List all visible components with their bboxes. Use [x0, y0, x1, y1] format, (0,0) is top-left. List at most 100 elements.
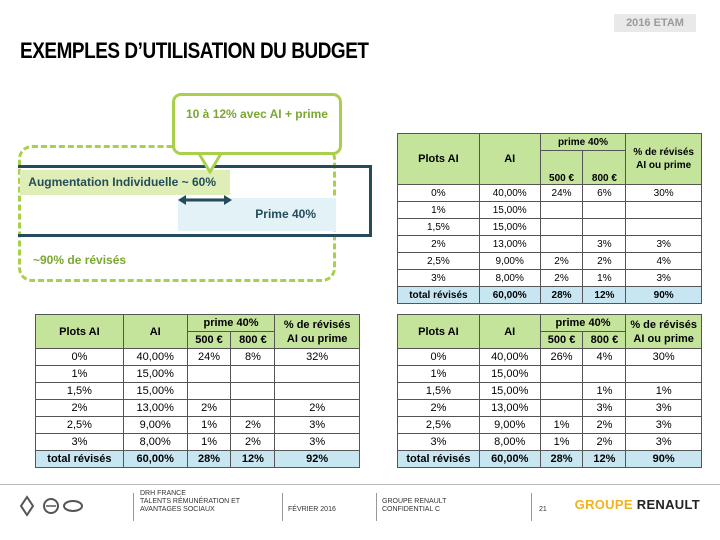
ai-cell: 40,00%	[478, 348, 541, 366]
plot-cell: 1%	[397, 201, 480, 219]
header-plots: Plots AI	[35, 314, 124, 349]
ai-cell: 15,00%	[478, 365, 541, 383]
header-plots: Plots AI	[397, 133, 480, 185]
revises-cell	[274, 382, 360, 400]
p800-cell: 2%	[230, 416, 276, 434]
dept-line-2: TALENTS RÉMUNÉRATION ET	[140, 498, 241, 505]
plot-cell: 2,5%	[397, 416, 480, 434]
footer-department: DRH FRANCE TALENTS RÉMUNÉRATION ET AVANT…	[140, 490, 240, 514]
total-label: total révisés	[35, 450, 124, 468]
budget-frame	[18, 165, 372, 237]
header-800: 800 €	[582, 150, 627, 185]
table-row: 2% 13,00% 3% 3%	[397, 235, 702, 253]
total-p800: 12%	[230, 450, 276, 468]
p500-cell: 24%	[539, 184, 584, 202]
revises-cell: 3%	[274, 433, 360, 451]
total-label: total révisés	[397, 450, 480, 468]
ai-bar: Augmentation Individuelle ~ 60%	[20, 170, 230, 195]
footer-date: FÉVRIER 2016	[288, 506, 336, 513]
total-revises: 90%	[625, 286, 702, 304]
p500-cell: 1%	[186, 416, 232, 434]
revises-cell: 4%	[625, 252, 702, 270]
brand-word-2: RENAULT	[636, 497, 700, 512]
ai-cell: 15,00%	[478, 382, 541, 400]
total-row: total révisés 60,00% 28% 12% 92%	[35, 450, 360, 468]
year-tag: 2016 ETAM	[614, 14, 696, 32]
plot-cell: 0%	[397, 184, 480, 202]
p800-cell: 2%	[582, 252, 627, 270]
group-line-2: CONFIDENTIAL C	[382, 506, 441, 513]
total-ai: 60,00%	[478, 450, 541, 468]
revises-cell	[625, 201, 702, 219]
p500-cell: 24%	[186, 348, 232, 366]
p500-cell: 1%	[539, 416, 584, 434]
ai-cell: 9,00%	[122, 416, 188, 434]
plot-cell: 1,5%	[397, 382, 480, 400]
p800-cell	[582, 365, 627, 383]
table-row: 2,5% 9,00% 1% 2% 3%	[35, 416, 360, 434]
total-revises: 92%	[274, 450, 360, 468]
ai-cell: 8,00%	[478, 269, 541, 287]
header-800: 800 €	[230, 331, 276, 349]
plot-cell: 2,5%	[397, 252, 480, 270]
p500-cell: 2%	[539, 252, 584, 270]
brand-word-1: GROUPE	[574, 497, 633, 512]
table-row: 2,5% 9,00% 1% 2% 3%	[397, 416, 702, 434]
ai-cell: 8,00%	[478, 433, 541, 451]
table-row: 0% 40,00% 24% 6% 30%	[397, 184, 702, 202]
plot-cell: 3%	[35, 433, 124, 451]
table-row: 0% 40,00% 24% 8% 32%	[35, 348, 360, 366]
double-arrow-icon	[178, 195, 232, 205]
footer-group: GROUPE RENAULT CONFIDENTIAL C	[382, 498, 446, 514]
p800-cell: 3%	[582, 235, 627, 253]
revises-cell: 1%	[625, 382, 702, 400]
plot-cell: 2,5%	[35, 416, 124, 434]
table-row: 1,5% 15,00% 1% 1%	[397, 382, 702, 400]
revises-cell: 3%	[625, 399, 702, 417]
budget-table-2: Plots AI AI prime 40% % de révisés AI ou…	[35, 314, 360, 468]
plot-cell: 3%	[397, 433, 480, 451]
ai-cell: 9,00%	[478, 416, 541, 434]
revises-cell: 3%	[625, 235, 702, 253]
p800-cell: 4%	[582, 348, 627, 366]
ai-cell: 8,00%	[122, 433, 188, 451]
plot-cell: 1%	[35, 365, 124, 383]
page-title: EXEMPLES D’UTILISATION DU BUDGET	[20, 38, 369, 63]
plot-cell: 1%	[397, 365, 480, 383]
p500-cell: 2%	[539, 269, 584, 287]
p800-cell: 8%	[230, 348, 276, 366]
table-row: 2% 13,00% 3% 3%	[397, 399, 702, 417]
p800-cell: 2%	[582, 433, 627, 451]
table-row: 1,5% 15,00%	[397, 218, 702, 236]
p500-cell	[539, 235, 584, 253]
total-row: total révisés 60,00% 28% 12% 90%	[397, 450, 702, 468]
revises-cell	[625, 365, 702, 383]
header-ai: AI	[478, 314, 541, 349]
ai-cell: 40,00%	[122, 348, 188, 366]
budget-table-3: Plots AI AI prime 40% % de révisés AI ou…	[397, 314, 702, 468]
revises-cell	[274, 365, 360, 383]
p800-cell	[230, 382, 276, 400]
table-row: 3% 8,00% 1% 2% 3%	[35, 433, 360, 451]
p500-cell	[539, 399, 584, 417]
callout-bubble: 10 à 12% avec AI + prime	[172, 93, 342, 155]
plot-cell: 2%	[397, 399, 480, 417]
revises-cell: 3%	[274, 416, 360, 434]
total-label: total révisés	[397, 286, 480, 304]
plot-cell: 3%	[397, 269, 480, 287]
table-row: 3% 8,00% 2% 1% 3%	[397, 269, 702, 287]
budget-table-1: Plots AI AI prime 40% % de révisés AI ou…	[397, 133, 702, 304]
header-prime: prime 40%	[539, 133, 627, 151]
groupe-renault-logo: GROUPE RENAULT	[575, 497, 700, 512]
ai-cell: 9,00%	[478, 252, 541, 270]
table-row: 1% 15,00%	[397, 365, 702, 383]
ai-cell: 15,00%	[478, 218, 541, 236]
p500-cell	[186, 382, 232, 400]
footer-separator	[282, 493, 283, 521]
p800-cell	[582, 218, 627, 236]
header-500: 500 €	[539, 331, 584, 349]
p500-cell: 1%	[539, 433, 584, 451]
p800-cell	[230, 399, 276, 417]
revises-cell: 32%	[274, 348, 360, 366]
p500-cell	[186, 365, 232, 383]
